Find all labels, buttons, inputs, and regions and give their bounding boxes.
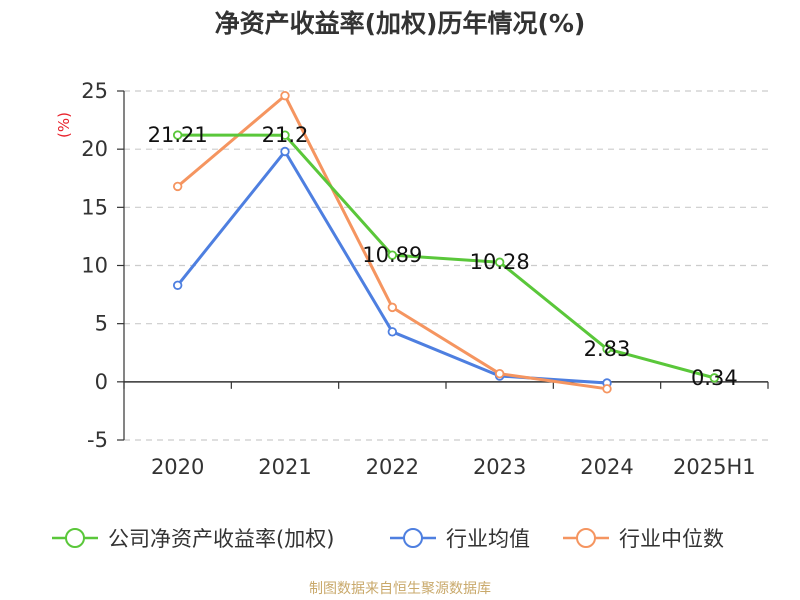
data-label: 0.34 — [691, 366, 738, 390]
legend-item: 公司净资产收益率(加权) — [52, 527, 334, 551]
series-line-1 — [176, 149, 608, 385]
y-tick-label: 5 — [95, 312, 108, 336]
legend-marker-icon — [65, 528, 85, 548]
series-lines — [172, 90, 720, 394]
y-tick-label: 25 — [81, 79, 108, 103]
series-line-0 — [177, 133, 715, 380]
data-point — [172, 181, 183, 192]
data-point — [602, 344, 612, 354]
legend-item: 行业均值 — [390, 527, 530, 551]
legend-marker-icon — [403, 528, 423, 548]
data-point — [387, 250, 398, 260]
x-tick-label: 2020 — [151, 455, 204, 479]
data-point — [709, 373, 720, 383]
data-label: 21.21 — [148, 123, 208, 147]
legend-label: 行业均值 — [446, 527, 530, 551]
data-labels: 21.21 21.2 10.89 10.28 2.83 0.34 — [148, 123, 738, 390]
y-tick-label: 0 — [95, 370, 108, 394]
data-point — [494, 257, 505, 267]
gridlines — [124, 90, 768, 441]
data-point — [280, 90, 290, 101]
data-point — [280, 130, 290, 140]
y-tick-label: 10 — [81, 254, 108, 278]
y-tick-label: 15 — [81, 195, 108, 219]
legend-item: 行业中位数 — [563, 527, 724, 551]
data-point — [172, 280, 183, 290]
y-tick-label: 20 — [81, 137, 108, 161]
data-point — [280, 146, 290, 157]
data-point — [172, 130, 183, 140]
data-point — [494, 368, 505, 379]
axes: 25 20 15 10 5 0 -5 2020 2021 2022 2023 2024 2025H1 (%… — [55, 79, 769, 479]
y-tick-label: -5 — [87, 428, 108, 452]
data-point — [387, 327, 398, 337]
data-point — [602, 384, 612, 394]
legend-label: 公司净资产收益率(加权) — [108, 527, 334, 551]
chart-title: 净资产收益率(加权)历年情况(%) — [214, 9, 586, 38]
legend-marker-icon — [576, 528, 596, 548]
data-label: 10.89 — [362, 243, 422, 267]
data-label: 21.2 — [262, 123, 309, 147]
x-tick-label: 2023 — [473, 455, 526, 479]
x-tick-label: 2021 — [258, 455, 311, 479]
data-label: 2.83 — [584, 337, 631, 361]
x-tick-label: 2024 — [580, 455, 633, 479]
data-point — [387, 302, 398, 313]
y-unit-label: (%) — [55, 112, 73, 138]
x-tick-label: 2022 — [366, 455, 419, 479]
legend-label: 行业中位数 — [619, 527, 724, 551]
data-label: 10.28 — [470, 250, 530, 274]
x-tick-label: 2025H1 — [673, 455, 756, 479]
source-note: 制图数据来自恒生聚源数据库 — [309, 581, 491, 597]
legend: 公司净资产收益率(加权) 行业均值 行业中位数 — [52, 527, 724, 551]
